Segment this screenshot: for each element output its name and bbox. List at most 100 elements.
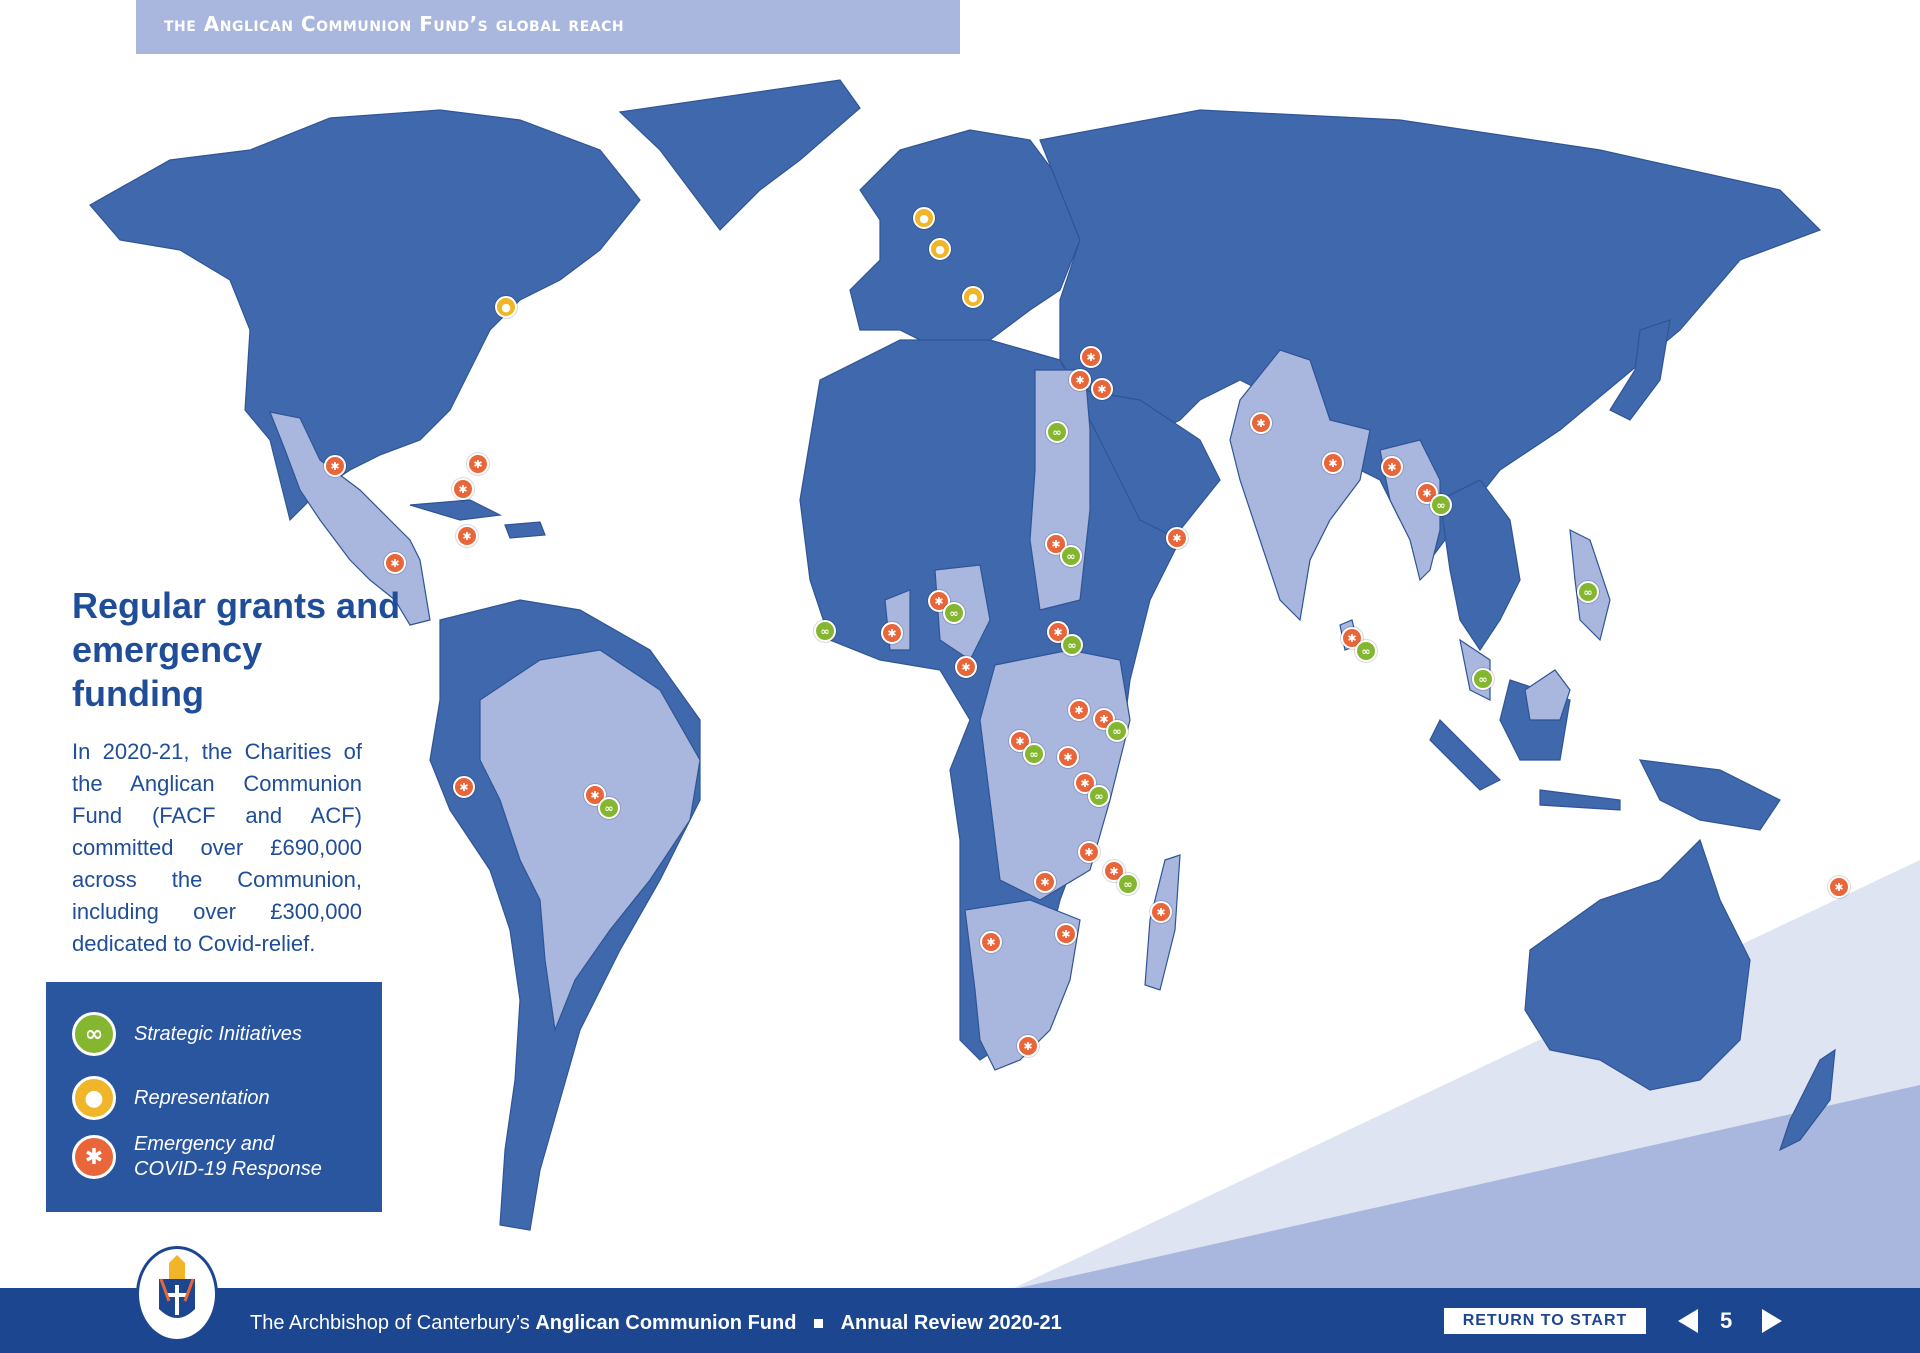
marker-emergency-malawi[interactable]: ✱ [1078, 841, 1100, 863]
marker-strategic-congo[interactable]: ∞ [1023, 743, 1045, 765]
star-icon: ✱ [1075, 373, 1085, 387]
legend-item-representation: ● Representation [72, 1076, 334, 1120]
star-icon: ✱ [459, 780, 469, 794]
star-icon: ✱ [1086, 350, 1096, 364]
star-icon: ✱ [1422, 486, 1432, 500]
chain-link-icon: ∞ [1112, 724, 1122, 738]
star-icon: ✱ [1097, 382, 1107, 396]
marker-strategic-myanmar[interactable]: ∞ [1430, 494, 1452, 516]
star-icon: ✱ [1053, 625, 1063, 639]
chain-link-icon: ∞ [820, 624, 830, 638]
marker-representation-uk[interactable]: ● [913, 207, 935, 229]
star-icon: ✱ [986, 935, 996, 949]
marker-strategic-south-sudan[interactable]: ∞ [1061, 634, 1083, 656]
marker-emergency-yemen[interactable]: ✱ [1166, 527, 1188, 549]
star-icon: ✱ [458, 482, 468, 496]
page-title: the Anglican Communion Fund’s global rea… [164, 12, 625, 36]
marker-strategic-sri-lanka[interactable]: ∞ [1355, 640, 1377, 662]
marker-emergency-bahamas[interactable]: ✱ [467, 453, 489, 475]
legend-item-emergency: ✱ Emergency and COVID-19 Response [72, 1132, 334, 1182]
star-icon: ✱ [330, 459, 340, 473]
marker-strategic-sudan[interactable]: ∞ [1060, 545, 1082, 567]
star-icon: ✱ [473, 457, 483, 471]
marker-emergency-syria[interactable]: ✱ [1080, 346, 1102, 368]
star-icon: ✱ [1051, 537, 1061, 551]
star-icon: ✱ [1063, 750, 1073, 764]
marker-strategic-egypt[interactable]: ∞ [1046, 421, 1068, 443]
marker-emergency-uganda[interactable]: ✱ [1068, 699, 1090, 721]
star-icon: ✱ [1084, 845, 1094, 859]
marker-strategic-philippines[interactable]: ∞ [1577, 581, 1599, 603]
central-east-africa-shape [979, 649, 1131, 901]
brazil-shape [479, 649, 701, 1033]
marker-strategic-nigeria[interactable]: ∞ [943, 602, 965, 624]
star-icon: ✱ [961, 660, 971, 674]
person-icon: ● [72, 1076, 116, 1120]
marker-emergency-zimbabwe[interactable]: ✱ [1055, 923, 1077, 945]
chain-link-icon: ∞ [604, 801, 614, 815]
footer-prefix: The Archbishop of Canterbury’s [250, 1312, 530, 1334]
chain-link-icon: ∞ [1052, 425, 1062, 439]
marker-representation-switzerland[interactable]: ● [929, 238, 951, 260]
marker-emergency-vanuatu[interactable]: ✱ [1828, 876, 1850, 898]
marker-emergency-mexico[interactable]: ✱ [324, 455, 346, 477]
marker-representation-italy[interactable]: ● [962, 286, 984, 308]
marker-emergency-cuba[interactable]: ✱ [452, 478, 474, 500]
marker-emergency-india[interactable]: ✱ [1322, 452, 1344, 474]
marker-emergency-central-america[interactable]: ✱ [384, 552, 406, 574]
world-map [89, 79, 1920, 1290]
legend-label: Strategic Initiatives [134, 1022, 302, 1045]
marker-strategic-kenya[interactable]: ∞ [1106, 720, 1128, 742]
marker-emergency-pakistan[interactable]: ✱ [1250, 412, 1272, 434]
chain-link-icon: ∞ [1583, 585, 1593, 599]
star-icon: ✱ [1099, 712, 1109, 726]
legend-label: Representation [134, 1086, 270, 1109]
star-icon: ✱ [1834, 880, 1844, 894]
europe-shape [849, 129, 1081, 351]
header-band: the Anglican Communion Fund’s global rea… [136, 0, 960, 54]
marker-emergency-south-africa[interactable]: ✱ [1017, 1035, 1039, 1057]
marker-emergency-bangladesh[interactable]: ✱ [1381, 456, 1403, 478]
marker-emergency-burundi[interactable]: ✱ [1057, 746, 1079, 768]
egypt-sudan-shape [1029, 369, 1091, 611]
star-icon: ✱ [590, 788, 600, 802]
star-icon: ✱ [1156, 905, 1166, 919]
marker-emergency-jamaica[interactable]: ✱ [456, 525, 478, 547]
star-icon: ✱ [1109, 864, 1119, 878]
marker-emergency-cameroon[interactable]: ✱ [955, 656, 977, 678]
japan-shape [1609, 319, 1671, 421]
legend-item-strategic: ∞ Strategic Initiatives [72, 1012, 334, 1056]
person-icon: ● [919, 211, 929, 225]
marker-representation-usa[interactable]: ● [495, 296, 517, 318]
marker-emergency-namibia[interactable]: ✱ [980, 931, 1002, 953]
marker-emergency-zambia[interactable]: ✱ [1034, 871, 1056, 893]
marker-strategic-sierra-leone[interactable]: ∞ [814, 620, 836, 642]
star-icon: ✱ [887, 626, 897, 640]
marker-strategic-brazil[interactable]: ∞ [598, 797, 620, 819]
chain-link-icon: ∞ [949, 606, 959, 620]
star-icon: ✱ [1015, 734, 1025, 748]
next-page-icon[interactable] [1762, 1309, 1782, 1333]
marker-strategic-tanzania[interactable]: ∞ [1088, 785, 1110, 807]
indonesia-shape [1429, 679, 1621, 811]
return-to-start-button[interactable]: RETURN TO START [1444, 1308, 1646, 1334]
previous-page-icon[interactable] [1678, 1309, 1698, 1333]
greenland-shape [618, 79, 861, 231]
chain-link-icon: ∞ [1478, 672, 1488, 686]
borneo-highlight-shape [1524, 669, 1571, 721]
section-body: In 2020-21, the Charities of the Anglica… [72, 739, 362, 956]
marker-emergency-lebanon[interactable]: ✱ [1069, 369, 1091, 391]
chain-link-icon: ∞ [1029, 747, 1039, 761]
marker-emergency-madagascar[interactable]: ✱ [1150, 901, 1172, 923]
marker-strategic-malaysia[interactable]: ∞ [1472, 668, 1494, 690]
chain-link-icon: ∞ [1066, 549, 1076, 563]
marker-strategic-mozambique[interactable]: ∞ [1117, 873, 1139, 895]
marker-emergency-ghana[interactable]: ✱ [881, 622, 903, 644]
marker-emergency-jerusalem[interactable]: ✱ [1091, 378, 1113, 400]
star-icon: ✱ [934, 594, 944, 608]
marker-emergency-peru[interactable]: ✱ [453, 776, 475, 798]
section-heading: Regular grants and emergency funding [72, 585, 401, 714]
chain-link-icon: ∞ [1361, 644, 1371, 658]
legend-label: Emergency and COVID-19 Response [134, 1133, 322, 1180]
chain-link-icon: ∞ [1067, 638, 1077, 652]
